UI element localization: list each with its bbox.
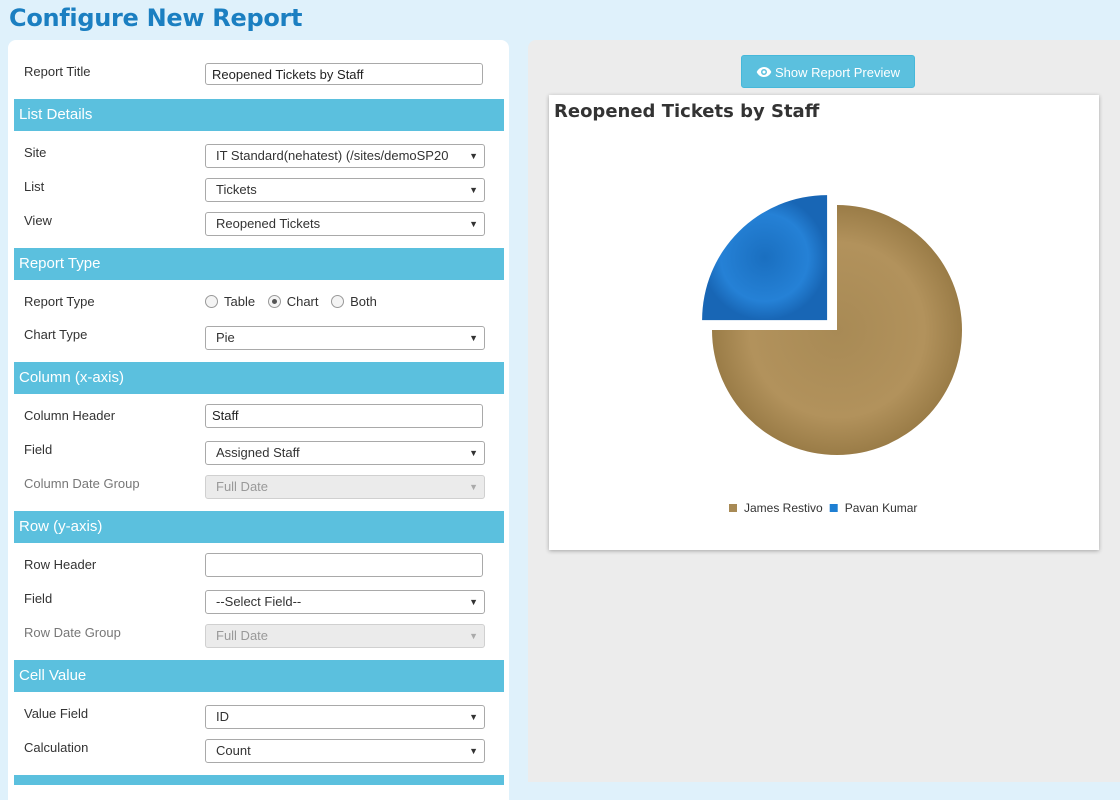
chevron-down-icon: ▼ [469,219,478,229]
chart-type-select-value: Pie [216,330,235,345]
radio-table-label: Table [224,294,256,309]
column-header-row: Column Header Staff [8,404,509,436]
radio-chart-label: Chart [286,294,319,309]
chart-type-row: Chart Type Pie ▼ [8,325,509,355]
value-field-select[interactable]: ID ▼ [205,705,485,729]
chevron-down-icon: ▼ [469,746,478,756]
radio-circle-icon [331,295,345,308]
chevron-down-icon: ▼ [469,712,478,722]
chevron-down-icon: ▼ [469,631,478,641]
site-select-value: IT Standard(nehatest) (/sites/demoSP20 [216,148,449,163]
chart-type-label: Chart Type [24,327,88,342]
site-row: Site IT Standard(nehatest) (/sites/demoS… [8,143,509,173]
report-title-label: Report Title [24,64,91,79]
list-row: List Tickets ▼ [8,177,509,207]
column-date-group-select: Full Date ▼ [205,475,485,499]
chevron-down-icon: ▼ [469,482,478,492]
report-config-panel: Report Title Reopened Tickets by Staff L… [8,40,509,800]
section-cell-value: Cell Value [14,660,504,692]
section-row: Row (y-axis) [14,511,504,543]
chevron-down-icon: ▼ [469,333,478,343]
column-field-select[interactable]: Assigned Staff ▼ [205,441,485,465]
row-field-select-value: --Select Field-- [216,594,302,609]
view-row: View Reopened Tickets ▼ [8,211,509,241]
list-label: List [24,179,45,194]
value-field-row: Value Field ID ▼ [8,704,509,734]
row-header-input[interactable] [205,553,483,577]
radio-both-label: Both [350,294,377,309]
report-preview-panel: Show Report Preview Reopened Tickets by … [528,40,1120,782]
list-select[interactable]: Tickets ▼ [205,178,485,202]
row-field-label: Field [24,591,53,606]
section-list-details: List Details [14,99,504,131]
row-header-label: Row Header [24,557,97,572]
column-header-input[interactable]: Staff [205,404,483,428]
pie-slice-james-restivo[interactable] [712,205,962,455]
eye-icon [756,67,772,77]
show-report-preview-label: Show Report Preview [775,65,900,80]
report-title-input[interactable]: Reopened Tickets by Staff [205,63,483,85]
pie-slice-pavan-kumar[interactable] [702,195,828,321]
column-date-group-label: Column Date Group [24,476,140,491]
chart-card: Reopened Tickets by Staff James Restivo P… [549,95,1099,550]
chevron-down-icon: ▼ [469,151,478,161]
column-date-group-value: Full Date [216,479,269,494]
calculation-label: Calculation [24,740,89,755]
calculation-select[interactable]: Count ▼ [205,739,485,763]
site-label: Site [24,145,47,160]
column-field-select-value: Assigned Staff [216,445,300,460]
report-title-row: Report Title Reopened Tickets by Staff [8,62,509,92]
chevron-down-icon: ▼ [469,185,478,195]
site-select[interactable]: IT Standard(nehatest) (/sites/demoSP20 ▼ [205,144,485,168]
column-header-label: Column Header [24,408,116,423]
show-report-preview-button[interactable]: Show Report Preview [741,55,915,88]
calculation-select-value: Count [216,743,251,758]
calculation-row: Calculation Count ▼ [8,738,509,768]
column-field-row: Field Assigned Staff ▼ [8,440,509,470]
report-type-label: Report Type [24,294,95,309]
chart-type-select[interactable]: Pie ▼ [205,326,485,350]
report-type-radio-group: Table Chart Both [205,294,386,309]
pie-slices [702,195,962,455]
legend-label[interactable]: James Restivo [744,501,823,515]
row-date-group-label: Row Date Group [24,625,121,640]
radio-both[interactable]: Both [331,294,377,309]
chevron-down-icon: ▼ [469,448,478,458]
section-report-type: Report Type [14,248,504,280]
radio-chart[interactable]: Chart [267,294,319,309]
row-header-row: Row Header [8,553,509,585]
pie-chart: James Restivo Pavan Kumar [702,195,962,515]
section-column: Column (x-axis) [14,362,504,394]
chevron-down-icon: ▼ [469,597,478,607]
legend-label[interactable]: Pavan Kumar [845,501,918,515]
legend-swatch [729,504,737,512]
report-type-row: Report Type Table Chart Both [8,292,509,322]
section-next [14,775,504,785]
value-field-select-value: ID [216,709,229,724]
radio-table[interactable]: Table [205,294,255,309]
radio-circle-icon [205,295,218,308]
list-select-value: Tickets [216,182,257,197]
chart-legend: James Restivo Pavan Kumar [729,501,917,515]
value-field-label: Value Field [24,706,89,721]
page-title: Configure New Report [9,4,303,32]
view-label: View [24,213,52,228]
view-select-value: Reopened Tickets [216,216,321,231]
row-date-group-value: Full Date [216,628,269,643]
row-date-group-row: Row Date Group Full Date ▼ [8,623,509,653]
view-select[interactable]: Reopened Tickets ▼ [205,212,485,236]
chart-title: Reopened Tickets by Staff [554,101,820,122]
column-date-group-row: Column Date Group Full Date ▼ [8,474,509,504]
column-field-label: Field [24,442,53,457]
row-field-select[interactable]: --Select Field-- ▼ [205,590,485,614]
row-date-group-select: Full Date ▼ [205,624,485,648]
radio-checked-icon [267,295,281,308]
legend-swatch [829,504,838,512]
row-field-row: Field --Select Field-- ▼ [8,589,509,619]
